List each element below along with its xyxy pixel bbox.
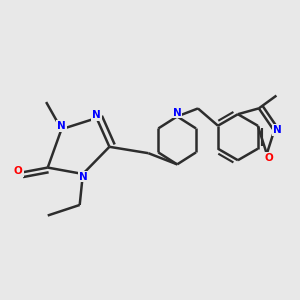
Text: O: O — [14, 166, 23, 176]
Text: N: N — [57, 121, 66, 131]
Text: N: N — [173, 108, 182, 118]
Text: N: N — [92, 110, 101, 120]
Text: O: O — [264, 153, 273, 163]
Text: N: N — [79, 172, 87, 182]
Text: N: N — [273, 125, 282, 135]
